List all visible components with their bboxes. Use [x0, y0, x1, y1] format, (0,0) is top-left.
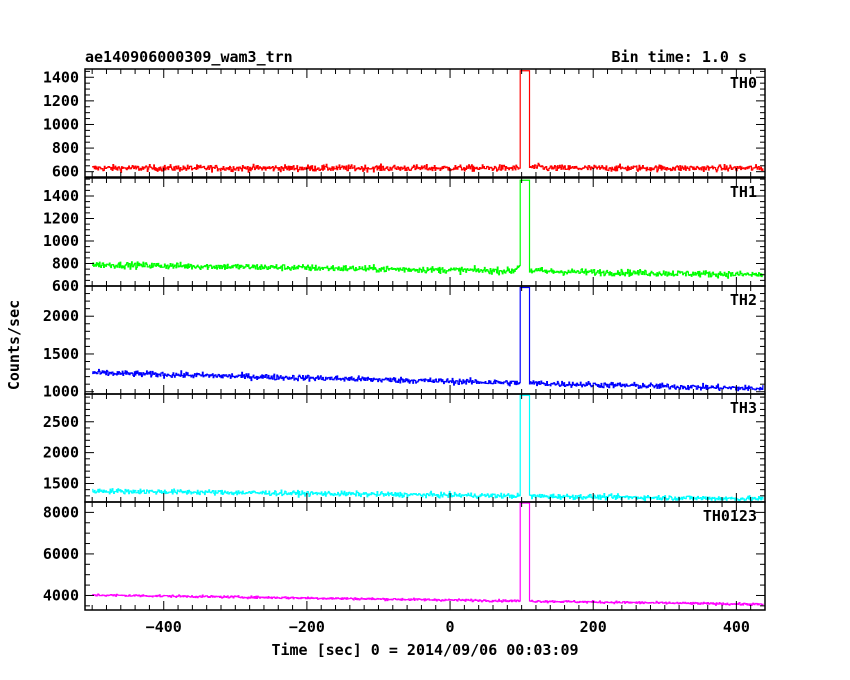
x-tick-label: 200 — [580, 618, 607, 636]
y-tick-label: 1000 — [43, 383, 79, 401]
series-line-th0123 — [92, 502, 764, 607]
y-tick-label: 1000 — [43, 115, 79, 133]
y-tick-label: 2000 — [43, 444, 79, 462]
panel-frame — [84, 393, 766, 503]
x-tick-label: −400 — [146, 618, 182, 636]
x-tick-label: 0 — [446, 618, 455, 636]
y-tick-label: 2000 — [43, 307, 79, 325]
panel-frame — [84, 285, 766, 395]
series-line-th2 — [92, 286, 764, 392]
x-tick-label: 400 — [723, 618, 750, 636]
y-tick-label: 800 — [52, 139, 79, 157]
series-label-th3: TH3 — [730, 399, 757, 417]
panel-th0: 600 800 1000 1200 1400 TH0 — [43, 68, 766, 181]
y-tick-label: 8000 — [43, 503, 79, 521]
panel-th2: 1000 1500 2000 TH2 — [43, 285, 766, 401]
y-tick-label: 1500 — [43, 345, 79, 363]
y-tick-label: 1200 — [43, 92, 79, 110]
x-axis-label: Time [sec] 0 = 2014/09/06 00:03:09 — [271, 641, 578, 659]
y-axis-label: Counts/sec — [5, 300, 23, 390]
y-tick-label: 600 — [52, 163, 79, 181]
y-tick-label: 600 — [52, 277, 79, 295]
y-tick-label: 2500 — [43, 413, 79, 431]
y-tick-label: 1400 — [43, 68, 79, 86]
panel-th3: 1500 2000 2500 TH3 — [43, 393, 766, 503]
y-tick-label: 1000 — [43, 232, 79, 250]
y-tick-label: 800 — [52, 255, 79, 273]
panel-frame — [84, 68, 766, 178]
series-line-th1 — [92, 179, 764, 279]
y-tick-label: 1400 — [43, 187, 79, 205]
chart-title: ae140906000309_wam3_trn — [85, 48, 293, 66]
panels: 600 800 1000 1200 1400 TH0 600 800 1000 1200 1400 T… — [43, 68, 766, 636]
y-tick-label: 1200 — [43, 210, 79, 228]
series-label-th2: TH2 — [730, 291, 757, 309]
series-label-th0: TH0 — [730, 74, 757, 92]
panel-frame — [84, 177, 766, 287]
panel-th1: 600 800 1000 1200 1400 TH1 — [43, 177, 766, 295]
series-line-th3 — [92, 394, 764, 502]
y-tick-label: 1500 — [43, 474, 79, 492]
panel-frame — [84, 501, 766, 611]
series-line-th0 — [92, 70, 764, 173]
y-tick-label: 4000 — [43, 586, 79, 604]
y-tick-label: 6000 — [43, 545, 79, 563]
bin-time-label: Bin time: 1.0 s — [612, 48, 747, 66]
series-label-th1: TH1 — [730, 183, 757, 201]
series-label-th0123: TH0123 — [703, 507, 757, 525]
x-tick-label: −200 — [289, 618, 325, 636]
panel-th0123: 4000 6000 8000 TH0123 — [43, 501, 766, 611]
